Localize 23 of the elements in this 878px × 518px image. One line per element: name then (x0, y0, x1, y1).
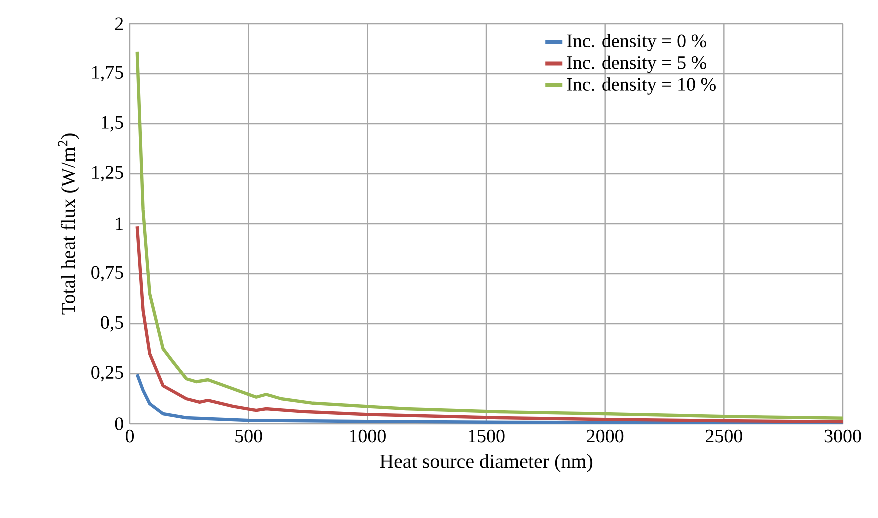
x-tick-label: 0 (126, 430, 134, 443)
x-tick-label: 2000 (587, 430, 624, 443)
y-tick-label: 0,25 (92, 366, 124, 382)
line-series (136, 50, 844, 420)
x-tick-label: 2500 (706, 430, 742, 443)
y-tick-label: 0,5 (101, 316, 124, 332)
x-tick-label: 1500 (469, 430, 505, 443)
x-tick-label: 1000 (350, 430, 386, 443)
x-tick-label: 500 (236, 430, 262, 443)
legend-label: Inc. density = 5 % (567, 56, 706, 74)
y-tick-label: 1 (116, 218, 123, 230)
x-axis-title: Heat source diameter (nm) (380, 454, 593, 472)
x-tick-label: 3000 (824, 430, 862, 443)
y-tick-label: 1,75 (92, 66, 124, 82)
legend-label: Inc. density = 0 % (567, 34, 706, 52)
y-axis-title: Total heat flux (W/m$^{2}$) (58, 134, 80, 315)
legend-label: Inc. density = 10 % (567, 78, 716, 95)
line-series (136, 225, 844, 424)
y-tick-label: 2 (115, 18, 124, 30)
y-tick-label: 1,5 (102, 116, 124, 132)
y-tick-label: 1,25 (92, 166, 124, 182)
y-tick-label: 0,75 (92, 266, 124, 282)
y-tick-label: 0 (115, 418, 124, 430)
